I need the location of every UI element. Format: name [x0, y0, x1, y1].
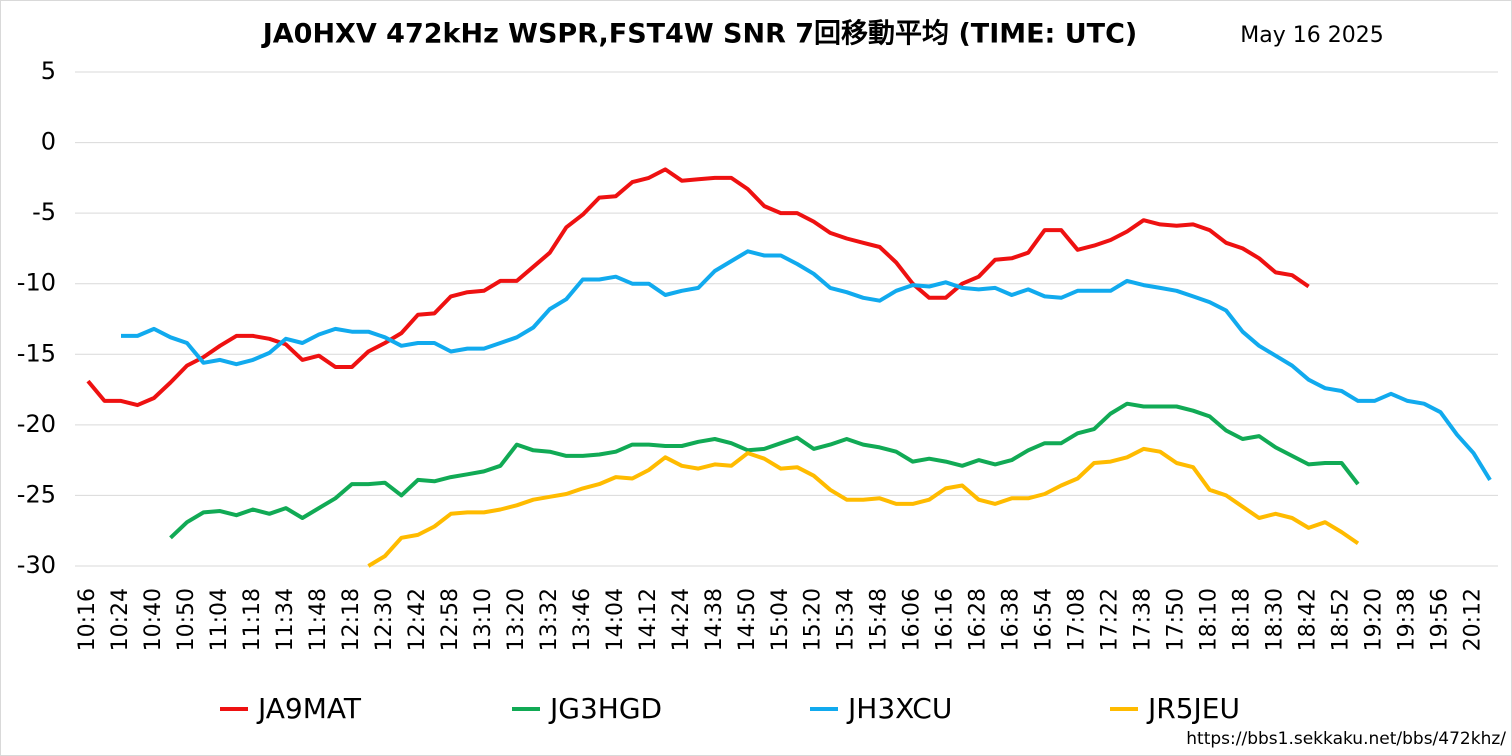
- x-tick-label: 16:38: [999, 588, 1024, 651]
- x-tick-label: 11:48: [306, 588, 331, 651]
- x-tick-label: 17:22: [1098, 588, 1123, 651]
- y-tick-label: -20: [17, 410, 56, 438]
- x-tick-label: 16:06: [900, 588, 925, 651]
- legend-label: JH3XCU: [846, 692, 952, 725]
- x-tick-label: 10:40: [141, 588, 166, 651]
- x-tick-label: 16:54: [1032, 588, 1057, 651]
- x-tick-label: 19:20: [1362, 588, 1387, 651]
- x-tick-label: 16:16: [933, 588, 958, 651]
- x-tick-label: 17:38: [1131, 588, 1156, 651]
- x-tick-label: 13:32: [537, 588, 562, 651]
- y-tick-label: -5: [32, 198, 56, 226]
- x-tick-label: 16:28: [966, 588, 991, 651]
- series-line: [367, 446, 1360, 568]
- x-tick-label: 13:46: [570, 588, 595, 651]
- chart-title: JA0HXV 472kHz WSPR,FST4W SNR 7回移動平均 (TIM…: [261, 19, 1138, 50]
- x-tick-label: 12:30: [372, 588, 397, 651]
- x-tick-label: 17:08: [1065, 588, 1090, 651]
- y-tick-label: -10: [17, 269, 56, 297]
- x-tick-label: 11:04: [207, 588, 232, 651]
- x-tick-label: 12:58: [438, 588, 463, 651]
- y-tick-label: 5: [41, 57, 56, 85]
- x-tick-label: 13:10: [471, 588, 496, 651]
- x-tick-label: 11:34: [273, 588, 298, 651]
- chart-date: May 16 2025: [1240, 23, 1383, 48]
- legend-label: JR5JEU: [1146, 692, 1240, 725]
- y-tick-label: -25: [17, 480, 56, 508]
- x-tick-label: 15:34: [834, 588, 859, 651]
- x-tick-label: 14:24: [669, 588, 694, 651]
- x-tick-label: 15:04: [768, 588, 793, 651]
- legend-label: JA9MAT: [256, 692, 362, 725]
- x-tick-label: 11:18: [240, 588, 265, 651]
- x-tick-label: 18:42: [1296, 588, 1321, 651]
- x-tick-label: 14:12: [636, 588, 661, 651]
- x-tick-label: 19:56: [1428, 588, 1453, 651]
- x-tick-label: 10:50: [174, 588, 199, 651]
- x-tick-label: 12:42: [405, 588, 430, 651]
- x-tick-label: 19:38: [1395, 588, 1420, 651]
- y-tick-label: -30: [17, 551, 56, 579]
- x-tick-label: 18:52: [1329, 588, 1354, 651]
- x-tick-label: 10:16: [75, 588, 100, 651]
- y-tick-label: -15: [17, 339, 56, 367]
- x-tick-label: 18:10: [1197, 588, 1222, 651]
- x-tick-label: 20:12: [1461, 588, 1486, 651]
- x-tick-label: 13:20: [504, 588, 529, 651]
- series-line: [169, 401, 1360, 540]
- x-tick-label: 14:50: [735, 588, 760, 651]
- legend-label: JG3HGD: [548, 692, 662, 725]
- x-tick-label: 18:30: [1263, 588, 1288, 651]
- x-tick-label: 18:18: [1230, 588, 1255, 651]
- x-tick-label: 14:38: [702, 588, 727, 651]
- x-tick-label: 15:20: [801, 588, 826, 651]
- series-line: [86, 167, 1310, 408]
- x-tick-label: 14:04: [603, 588, 628, 651]
- series-line: [121, 249, 1492, 481]
- x-tick-label: 17:50: [1164, 588, 1189, 651]
- x-tick-label: 10:24: [108, 588, 133, 651]
- x-tick-label: 12:18: [339, 588, 364, 651]
- y-tick-label: 0: [41, 128, 56, 156]
- x-tick-label: 15:48: [867, 588, 892, 651]
- source-url: https://bbs1.sekkaku.net/bbs/472khz/: [1186, 729, 1506, 749]
